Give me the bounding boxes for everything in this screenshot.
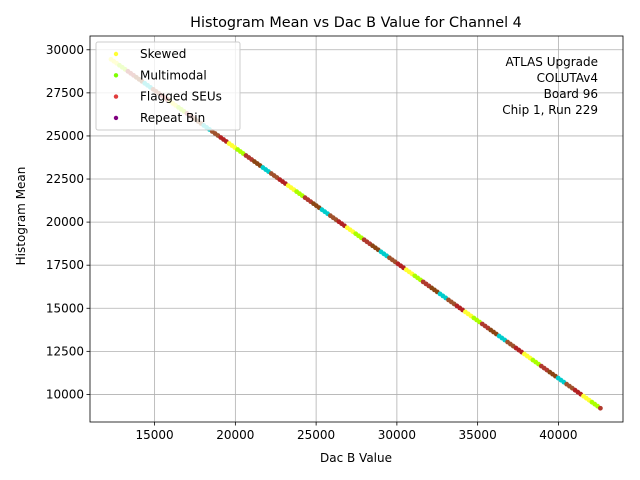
- annotation-line: COLUTAv4: [537, 71, 598, 85]
- legend-label: Multimodal: [140, 68, 207, 82]
- x-tick-label: 25000: [297, 428, 335, 442]
- legend-marker: [113, 115, 119, 121]
- y-tick-label: 27500: [46, 86, 84, 100]
- annotation-line: ATLAS Upgrade: [505, 55, 598, 69]
- x-axis-label: Dac B Value: [320, 451, 392, 465]
- y-tick-label: 22500: [46, 172, 84, 186]
- y-tick-label: 10000: [46, 387, 84, 401]
- legend-label: Repeat Bin: [140, 111, 205, 125]
- plot-frame: [89, 35, 624, 423]
- legend-marker: [113, 94, 119, 99]
- x-tick-label: 20000: [216, 428, 254, 442]
- x-tick-label: 30000: [378, 428, 416, 442]
- chart-title: Histogram Mean vs Dac B Value for Channe…: [190, 15, 522, 31]
- ticks-layer: 15000 20000 25000 30000 35000 40000 10000 12500…: [46, 43, 578, 442]
- y-tick-label: 12500: [46, 344, 84, 358]
- legend-frame: [95, 41, 241, 131]
- y-tick-label: 25000: [46, 129, 84, 143]
- legend-marker: [113, 73, 119, 78]
- y-tick-label: 30000: [46, 43, 84, 57]
- legend-marker: [113, 51, 119, 57]
- annotation-box: ATLAS Upgrade COLUTAv4 Board 96 Chip 1, Run…: [502, 55, 598, 117]
- legend-label: Skewed: [140, 47, 186, 61]
- legend: Skewed Multimodal Flagged SEUs Repeat Bin: [95, 41, 241, 131]
- x-tick-label: 40000: [539, 428, 577, 442]
- grid-layer: [90, 36, 623, 422]
- y-tick-label: 17500: [46, 258, 84, 272]
- y-axis-label: Histogram Mean: [14, 167, 28, 266]
- x-tick-label: 35000: [459, 428, 497, 442]
- x-tick-label: 15000: [136, 428, 174, 442]
- annotation-line: Board 96: [544, 87, 598, 101]
- annotation-line: Chip 1, Run 229: [502, 103, 598, 117]
- data-point: [597, 405, 603, 411]
- y-tick-label: 20000: [46, 215, 84, 229]
- y-tick-label: 15000: [46, 301, 84, 315]
- legend-label: Flagged SEUs: [140, 90, 222, 104]
